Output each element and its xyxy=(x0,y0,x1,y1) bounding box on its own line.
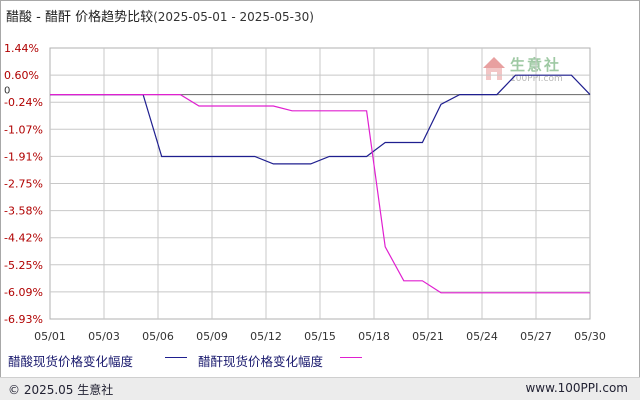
x-tick-label: 05/27 xyxy=(520,330,552,343)
x-tick-label: 05/12 xyxy=(250,330,282,343)
x-tick-label: 05/01 xyxy=(34,330,66,343)
legend-series2-label: 醋酐现货价格变化幅度 xyxy=(198,354,324,369)
x-tick-label: 05/03 xyxy=(88,330,120,343)
x-tick-label: 05/09 xyxy=(196,330,228,343)
y-tick-label: -1.07% xyxy=(4,123,43,136)
y-tick-label: -5.25% xyxy=(4,259,43,272)
legend-series1-label: 醋酸现货价格变化幅度 xyxy=(8,354,134,369)
chart-title-range: (2025-05-01 - 2025-05-30) xyxy=(153,10,314,24)
chart-title-main: 醋酸 - 醋酐 价格趋势比较 xyxy=(6,10,154,25)
y-tick-label: -4.42% xyxy=(4,232,43,245)
x-tick-label: 05/15 xyxy=(304,330,336,343)
series-line-1 xyxy=(50,74,591,165)
y-tick-label: -1.91% xyxy=(4,150,43,163)
y-tick-label: -6.93% xyxy=(4,313,43,326)
chart-title: 醋酸 - 醋酐 价格趋势比较(2025-05-01 - 2025-05-30) xyxy=(6,6,314,25)
x-tick-label: 05/24 xyxy=(466,330,498,343)
y-tick-label: -3.58% xyxy=(4,205,43,218)
x-tick-label: 05/06 xyxy=(142,330,174,343)
footer-copyright: © 2025.05 生意社 xyxy=(8,383,114,397)
legend-series2-swatch xyxy=(340,357,362,358)
x-tick-label: 05/21 xyxy=(412,330,444,343)
y-tick-label: 0.60% xyxy=(4,69,39,82)
house-icon xyxy=(483,57,505,80)
watermark-name: 生意社 xyxy=(510,56,562,74)
footer-site-link[interactable]: www.100PPI.com xyxy=(525,381,628,395)
footer-bar: © 2025.05 生意社 www.100PPI.com xyxy=(0,377,640,400)
x-tick-label: 05/30 xyxy=(574,330,606,343)
legend-series1-swatch xyxy=(165,357,187,358)
y-tick-label: -2.75% xyxy=(4,178,43,191)
x-tick-label: 05/18 xyxy=(358,330,390,343)
y-tick-label: -0.24% xyxy=(4,96,43,109)
y-tick-label: -6.09% xyxy=(4,286,43,299)
y-tick-label: 1.44% xyxy=(4,42,39,55)
series-line-2 xyxy=(50,93,590,294)
y-zero-label: 0 xyxy=(4,86,10,97)
